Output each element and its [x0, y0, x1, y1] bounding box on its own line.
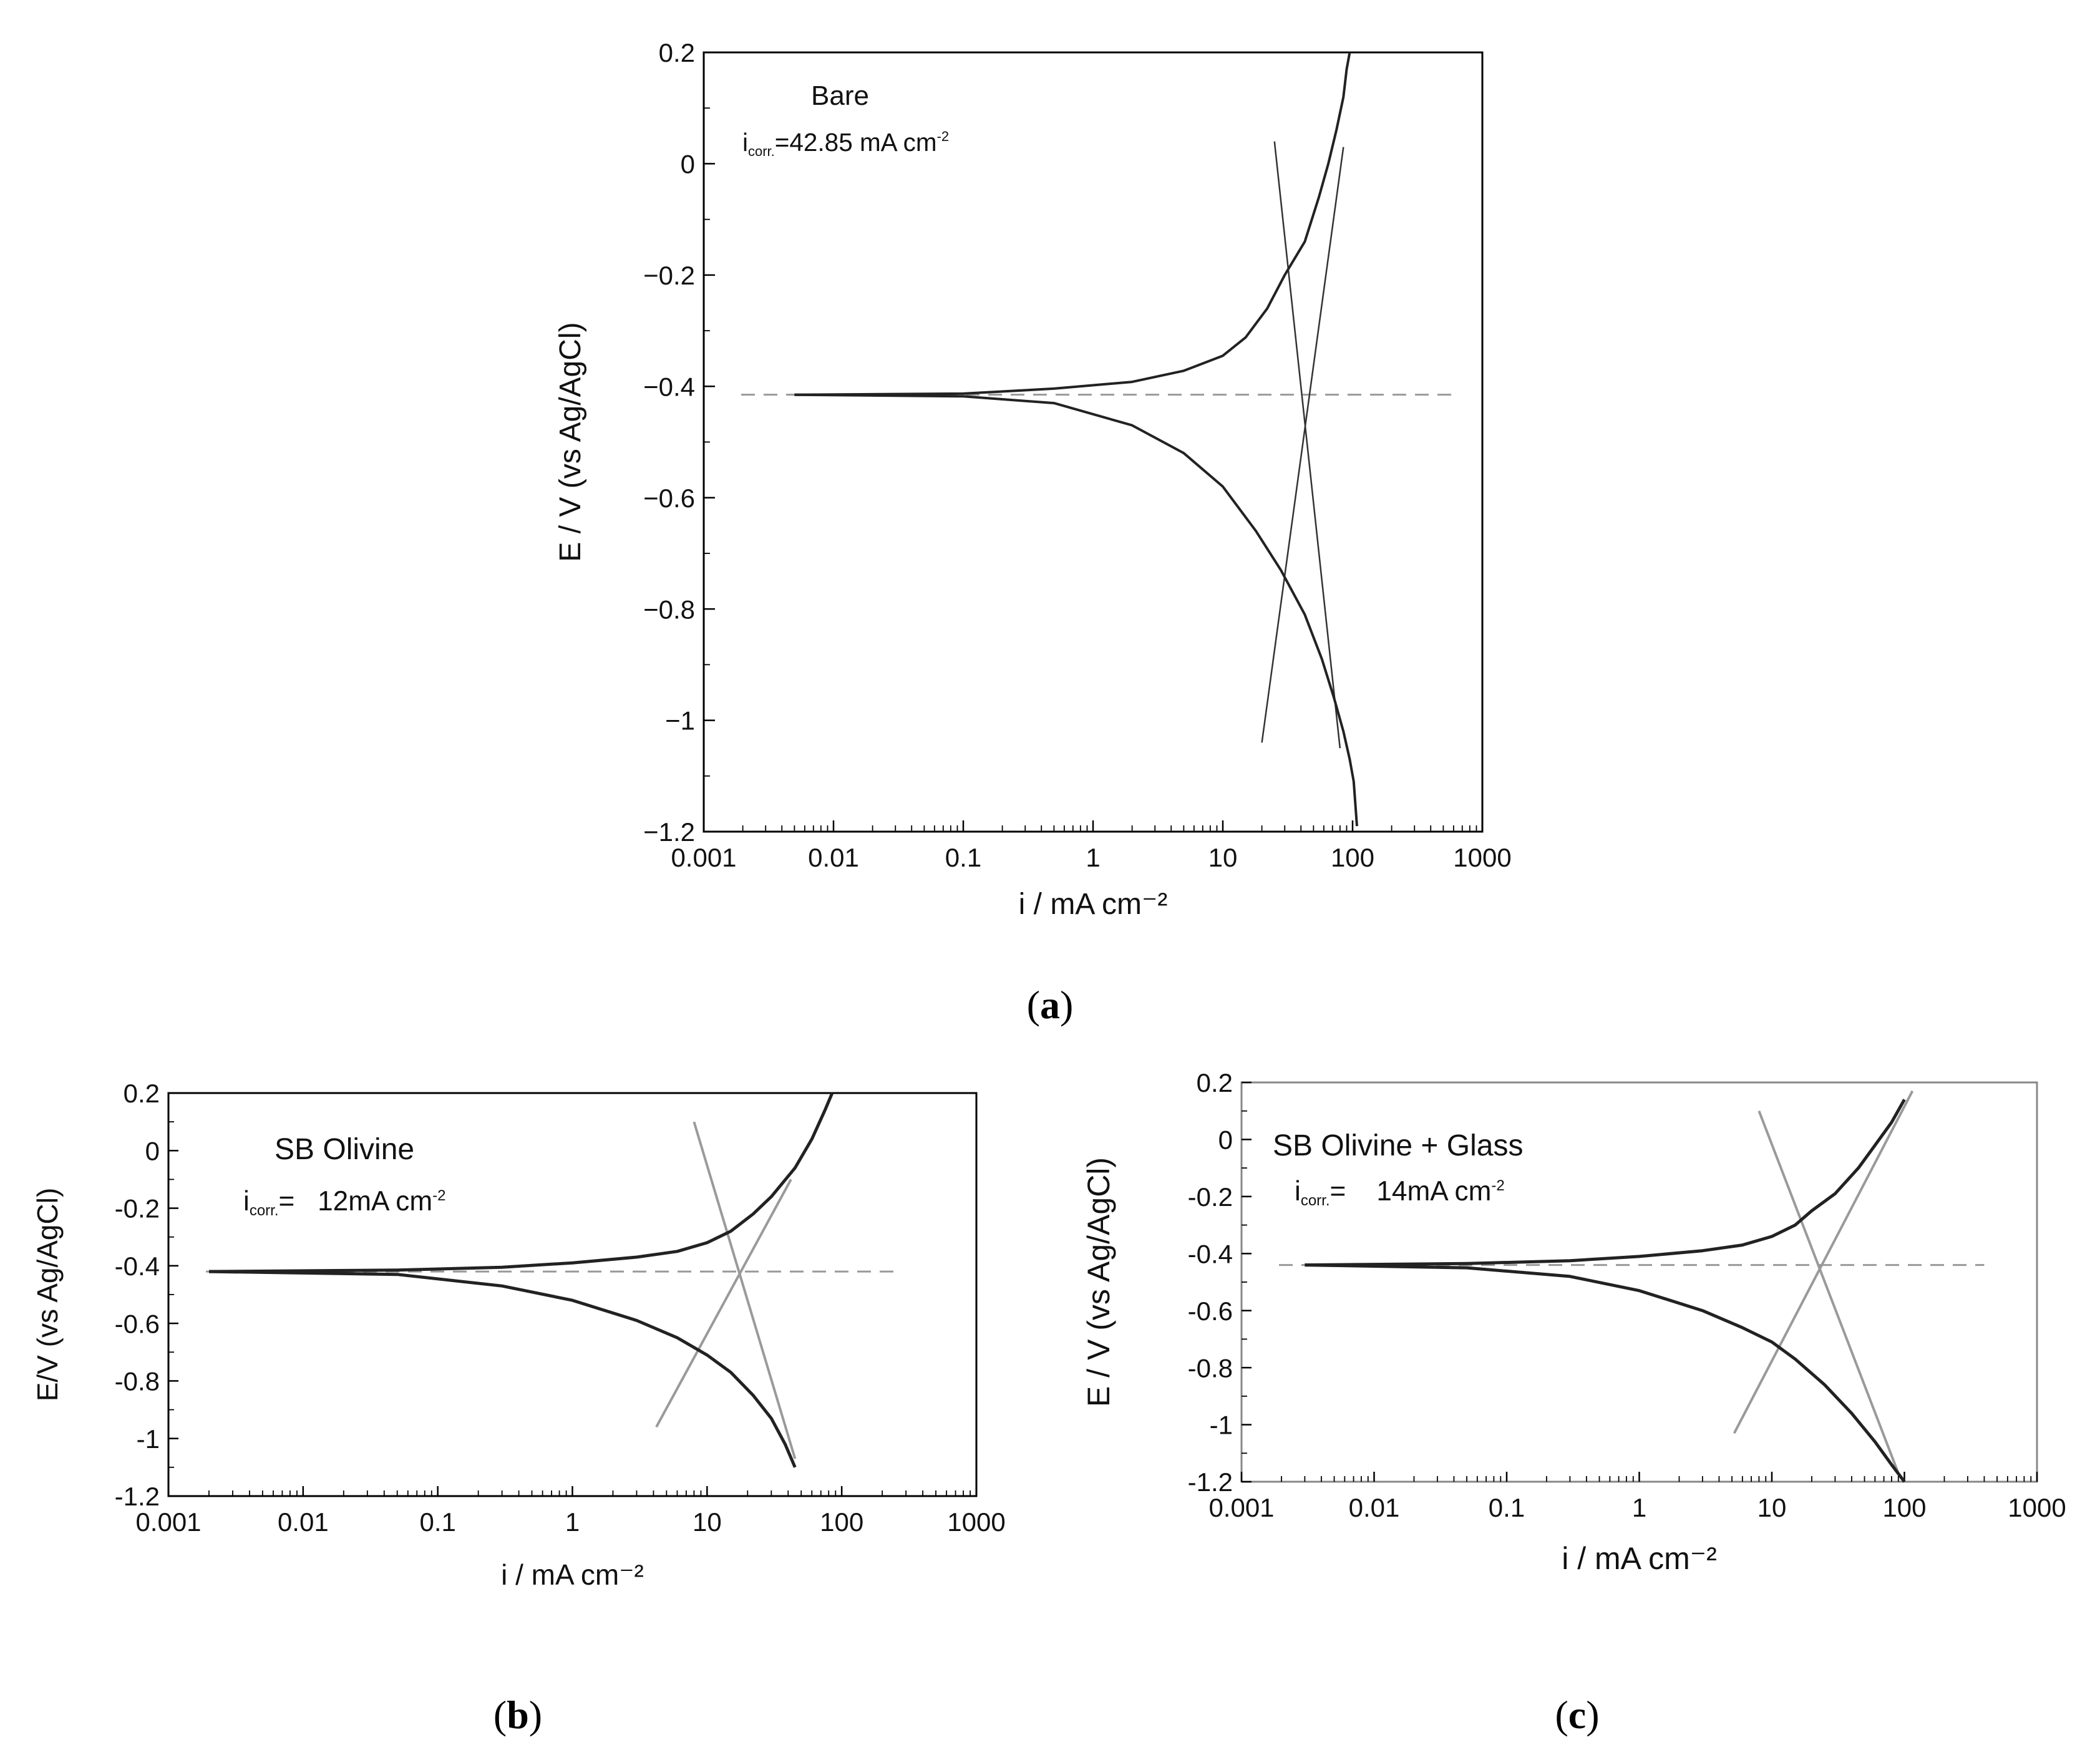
y-tick-label: -1 — [137, 1424, 160, 1454]
subfigure-label-c: (c) — [1555, 1693, 1599, 1737]
tafel-extrapolation-line — [1733, 1090, 1914, 1434]
plot-frame — [702, 51, 1484, 833]
sample-name-annotation: SB Olivine — [275, 1133, 414, 1166]
x-tick-label: 10 — [1208, 843, 1238, 872]
x-tick-label: 0.001 — [135, 1507, 201, 1537]
y-tick-label: 0.2 — [659, 38, 695, 67]
y-tick-label: −0.4 — [643, 372, 695, 401]
x-tick-label: 0.01 — [1349, 1493, 1400, 1522]
tafel-extrapolation-line — [693, 1121, 797, 1459]
icorr-annotation: icorr.= 14mA cm-2 — [1295, 1176, 1505, 1209]
x-tick-label: 100 — [1882, 1493, 1926, 1522]
y-axis-label: E/V (vs Ag/AgCl) — [31, 1188, 64, 1402]
y-tick-label: 0.2 — [124, 1079, 160, 1108]
x-tick-label: 100 — [820, 1507, 863, 1537]
anodic-polarization-curve — [794, 52, 1351, 396]
y-tick-label: -0.6 — [115, 1309, 160, 1338]
tafel-extrapolation-line — [1273, 141, 1341, 749]
subfigure-label-b: (b) — [493, 1693, 542, 1737]
y-tick-label: 0 — [145, 1136, 160, 1165]
sample-name-annotation: SB Olivine + Glass — [1273, 1129, 1523, 1162]
y-tick-label: 0 — [681, 150, 695, 179]
cathodic-polarization-curve — [1305, 1263, 1906, 1483]
y-tick-label: -1.2 — [1188, 1467, 1233, 1497]
y-tick-label: -1.2 — [115, 1482, 160, 1511]
x-tick-label: 0.1 — [419, 1507, 455, 1537]
x-tick-label: 1000 — [2008, 1493, 2066, 1522]
x-tick-label: 100 — [1331, 843, 1374, 872]
icorr-annotation: icorr.=42.85 mA cm-2 — [742, 128, 949, 159]
x-tick-label: 0.01 — [278, 1507, 329, 1537]
tafel-extrapolation-line — [1261, 147, 1344, 743]
cathodic-polarization-curve — [794, 393, 1358, 827]
y-axis-label: E / V (vs Ag/AgCl) — [554, 322, 587, 561]
cathodic-polarization-curve — [208, 1270, 797, 1468]
chart-panel-a: 0.001 0.01 0.1 1 10 100 1000 0.2 0 −0.2 −0.4 −0.6 −0… — [554, 38, 1512, 921]
y-tick-label: −0.6 — [643, 484, 695, 513]
y-tick-label: −0.2 — [643, 261, 695, 290]
y-tick-label: -0.4 — [1188, 1239, 1233, 1268]
x-tick-label: 10 — [1757, 1493, 1787, 1522]
anodic-polarization-curve — [208, 1092, 834, 1273]
subfigure-label-a: (a) — [1027, 983, 1074, 1027]
x-tick-label: 10 — [693, 1507, 722, 1537]
y-tick-label: -0.8 — [1188, 1353, 1233, 1383]
x-tick-label: 1 — [1632, 1493, 1646, 1522]
x-tick-label: 1 — [1086, 843, 1100, 872]
tafel-extrapolation-line — [1757, 1110, 1900, 1474]
chart-panel-b: 0.001 0.01 0.1 1 10 100 1000 0.2 0 -0.2 -0.4 -0.6 -0… — [31, 1079, 1006, 1591]
x-tick-label: 0.1 — [1489, 1493, 1525, 1522]
chart-panel-c: 0.001 0.01 0.1 1 10 100 1000 0.2 0 -0.2 -0.4 -0.6 -0… — [1081, 1068, 2066, 1576]
sample-name-annotation: Bare — [811, 80, 869, 111]
y-tick-label: -0.2 — [115, 1194, 160, 1223]
x-axis-label: i / mA cm⁻² — [1562, 1541, 1717, 1576]
y-tick-label: -0.6 — [1188, 1296, 1233, 1326]
y-tick-label: −1.2 — [643, 817, 695, 847]
y-tick-label: -1 — [1210, 1411, 1233, 1440]
y-tick-label: −0.8 — [643, 595, 695, 624]
y-tick-label: -0.2 — [1188, 1182, 1233, 1212]
tafel-extrapolation-line — [655, 1179, 792, 1428]
x-tick-label: 0.01 — [808, 843, 859, 872]
y-tick-label: -0.4 — [115, 1252, 160, 1281]
x-tick-label: 1000 — [1453, 843, 1511, 872]
x-axis-label: i / mA cm⁻² — [1019, 888, 1168, 921]
x-tick-label: 0.001 — [671, 843, 736, 872]
x-tick-label: 1000 — [947, 1507, 1005, 1537]
y-axis-label: E / V (vs Ag/AgCl) — [1081, 1157, 1116, 1407]
x-tick-label: 0.1 — [945, 843, 981, 872]
y-tick-label: −1 — [665, 706, 695, 736]
x-tick-label: 0.001 — [1208, 1493, 1274, 1522]
icorr-annotation: icorr.= 12mA cm-2 — [243, 1186, 445, 1219]
y-tick-label: -0.8 — [115, 1367, 160, 1396]
y-tick-label: 0.2 — [1197, 1068, 1233, 1097]
y-tick-label: 0 — [1218, 1125, 1233, 1155]
anodic-polarization-curve — [1305, 1099, 1906, 1267]
x-axis-label: i / mA cm⁻² — [501, 1558, 644, 1591]
x-tick-label: 1 — [565, 1507, 580, 1537]
